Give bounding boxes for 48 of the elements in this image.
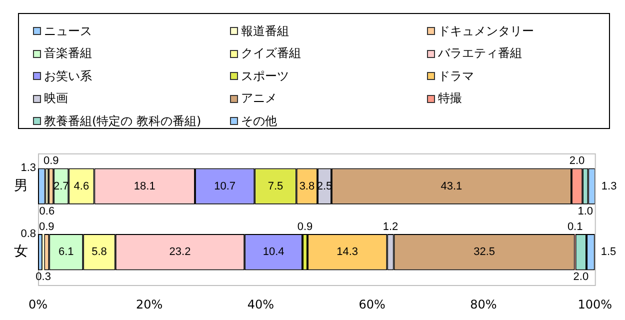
data-label: 2.0 (569, 155, 585, 168)
data-label: 0.8 (20, 228, 36, 240)
data-label: 0.9 (43, 155, 59, 168)
data-label: 23.2 (169, 246, 191, 258)
data-label: 18.1 (134, 180, 156, 192)
data-label: 0.6 (39, 205, 55, 218)
x-tick-label: 20% (136, 297, 163, 312)
legend-label: 報道番組 (241, 22, 289, 40)
x-tick-label: 80% (470, 297, 497, 312)
data-label: 6.1 (58, 246, 74, 258)
legend-label: スポーツ (241, 68, 289, 85)
data-label: 7.5 (268, 180, 284, 192)
y-tick-label: 女 (14, 244, 28, 260)
legend-label: 映画 (44, 90, 68, 108)
legend-label: 音楽番組 (44, 45, 92, 62)
data-label: 32.5 (474, 246, 496, 258)
legend-label: ドキュメンタリー (438, 22, 534, 40)
legend-label: バラエティ番組 (438, 45, 522, 62)
legend-label: その他 (241, 112, 277, 130)
data-label: 1.3 (20, 162, 36, 174)
data-label: 3.8 (299, 180, 315, 192)
legend-label: ドラマ (438, 68, 474, 85)
data-label: 0.3 (36, 271, 51, 284)
data-label: 1.2 (382, 221, 398, 234)
data-label: 5.8 (92, 246, 107, 258)
data-label: 2.0 (573, 271, 589, 284)
data-label: 0.9 (38, 221, 54, 234)
x-tick-label: 40% (247, 297, 274, 312)
legend-label: アニメ (241, 90, 277, 108)
data-label: 0.1 (567, 221, 583, 234)
data-label: 0.9 (297, 221, 313, 234)
y-tick-label: 男 (14, 178, 28, 194)
legend-label: お笑い系 (44, 68, 92, 85)
data-label: 1.0 (578, 205, 594, 218)
x-tick-label: 0% (28, 297, 48, 312)
legend-label: 教養番組(特定の 教科の番組) (44, 112, 202, 130)
data-label: 10.4 (262, 246, 284, 258)
x-tick-label: 60% (358, 297, 386, 312)
data-label: 43.1 (440, 180, 462, 192)
data-label: 14.3 (336, 246, 358, 258)
data-label: 10.7 (214, 180, 236, 192)
data-label: 1.5 (600, 246, 616, 258)
legend-label: 特撮 (438, 90, 462, 108)
data-label: 1.3 (601, 180, 617, 192)
x-tick-label: 100% (578, 297, 612, 312)
data-label: 4.6 (74, 180, 90, 192)
legend-label: クイズ番組 (241, 45, 301, 62)
legend-label: ニュース (44, 22, 92, 40)
